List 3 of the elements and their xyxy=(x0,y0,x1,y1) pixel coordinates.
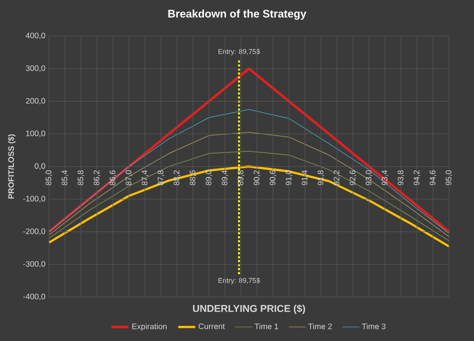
chart-title: Breakdown of the Strategy xyxy=(168,10,306,20)
line-series xyxy=(48,165,450,248)
x-axis-title: UNDERLYING PRICE ($) xyxy=(193,304,306,314)
